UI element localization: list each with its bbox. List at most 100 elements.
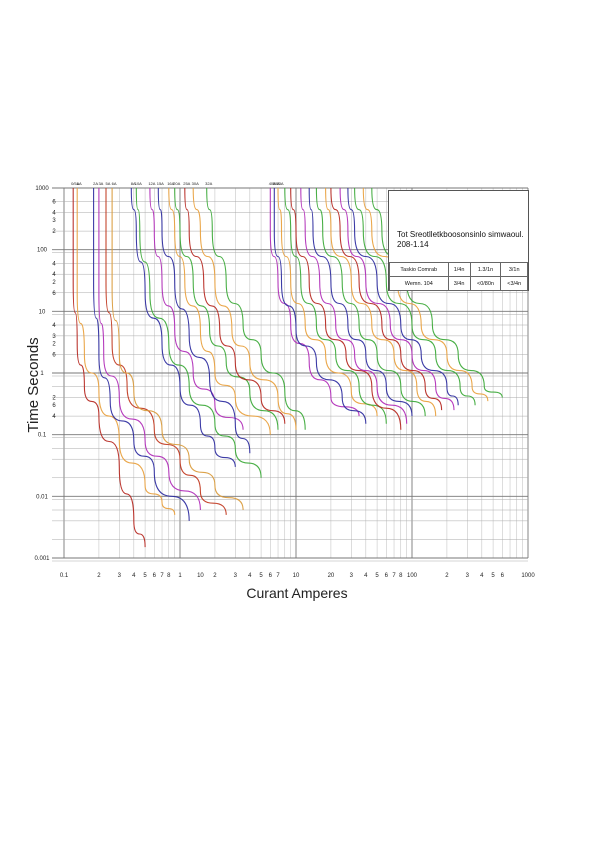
legend-box: Tot Sreotlletkboosonsinlo simwaoul. 208-… bbox=[388, 190, 529, 291]
series-line-6 bbox=[111, 187, 244, 511]
series-line-25 bbox=[330, 187, 443, 411]
x-tick-label: 7 bbox=[160, 573, 164, 579]
top-rating-label: 12A bbox=[148, 181, 155, 186]
top-rating-label: 50A bbox=[273, 181, 280, 186]
series-line-27 bbox=[347, 187, 459, 406]
top-rating-label: 30A bbox=[192, 181, 199, 186]
y-tick-label: 1 bbox=[40, 371, 44, 377]
series-line-9 bbox=[149, 187, 244, 430]
x-tick-label: 5 bbox=[259, 573, 263, 579]
x-tick-label: 5 bbox=[375, 573, 379, 579]
x-tick-label: 7 bbox=[276, 573, 280, 579]
x-tick-label: 20 bbox=[328, 573, 335, 579]
y-minor-tick-label: 6 bbox=[52, 403, 56, 409]
series-line-17 bbox=[273, 188, 367, 424]
legend-cell: Wemn. 104 bbox=[389, 276, 449, 291]
x-tick-label: 8 bbox=[167, 573, 171, 579]
grid-lines bbox=[52, 187, 529, 562]
top-rating-label: 1A bbox=[77, 181, 82, 186]
y-minor-tick-label: 2 bbox=[52, 280, 56, 286]
series-line-30 bbox=[371, 187, 503, 398]
series-line-22 bbox=[308, 187, 413, 417]
series-line-20 bbox=[290, 187, 402, 430]
y-minor-tick-label: 4 bbox=[52, 272, 56, 278]
top-rating-label: 32A bbox=[205, 181, 212, 186]
y-minor-tick-label: 4 bbox=[52, 211, 56, 217]
y-tick-label: 100 bbox=[37, 248, 48, 254]
y-minor-tick-label: 6 bbox=[52, 200, 56, 206]
series-line-14 bbox=[192, 187, 297, 430]
top-rating-label: 0/5A bbox=[71, 181, 80, 186]
top-rating-label: 8A bbox=[131, 181, 136, 186]
series-line-15 bbox=[206, 187, 306, 430]
top-rating-label: 3A bbox=[98, 181, 103, 186]
y-minor-tick-label: 3 bbox=[52, 218, 56, 224]
x-tick-label: 1000 bbox=[521, 573, 535, 579]
x-tick-label: 8 bbox=[399, 573, 403, 579]
top-rating-label: 10A bbox=[135, 181, 142, 186]
x-tick-label: 10 bbox=[293, 573, 300, 579]
x-tick-label: 100 bbox=[407, 573, 418, 579]
top-rating-label: 25A bbox=[183, 181, 190, 186]
y-tick-label: 0.01 bbox=[36, 494, 48, 500]
y-tick-label: 0.1 bbox=[38, 433, 47, 439]
x-tick-label: 0.1 bbox=[60, 573, 69, 579]
legend-cell: <3/4n bbox=[500, 276, 528, 291]
series-line-18 bbox=[277, 187, 378, 417]
x-tick-label: 3 bbox=[118, 573, 122, 579]
legend-cell: 1/4n bbox=[447, 262, 471, 277]
y-tick-label: 10 bbox=[39, 309, 46, 315]
x-tick-label: 6 bbox=[385, 573, 389, 579]
y-tick-label: 0.001 bbox=[34, 556, 50, 562]
x-tick-label: 3 bbox=[350, 573, 354, 579]
top-rating-label: 16A bbox=[167, 181, 174, 186]
y-minor-tick-label: 2 bbox=[52, 342, 56, 348]
series-line-16 bbox=[269, 187, 360, 417]
x-tick-label: 1 bbox=[178, 573, 182, 579]
x-tick-label: 3 bbox=[466, 573, 470, 579]
x-axis-title: Curant Amperes bbox=[246, 585, 347, 601]
x-tick-label: 4 bbox=[480, 573, 484, 579]
top-rating-label: 63A bbox=[276, 181, 283, 186]
series-line-11 bbox=[168, 187, 271, 435]
y-minor-tick-label: 4 bbox=[52, 323, 56, 329]
x-tick-label: 4 bbox=[132, 573, 136, 579]
series-line-29 bbox=[362, 187, 489, 402]
series-line-3 bbox=[93, 188, 190, 521]
legend-title: Tot Sreotlletkboosonsinlo simwaoul. 208-… bbox=[397, 230, 524, 249]
top-rating-label: 20A bbox=[173, 181, 180, 186]
x-tick-label: 4 bbox=[364, 573, 368, 579]
x-tick-label: 2 bbox=[445, 573, 449, 579]
series-line-28 bbox=[354, 187, 476, 406]
y-minor-tick-label: 4 bbox=[52, 414, 56, 420]
series-line-26 bbox=[339, 187, 455, 411]
y-minor-tick-label: 4 bbox=[52, 261, 56, 267]
legend-cell: Taskio Comrab bbox=[389, 262, 449, 277]
series-line-19 bbox=[284, 187, 387, 424]
series-line-1 bbox=[72, 187, 146, 548]
series-line-21 bbox=[300, 187, 408, 424]
series-line-13 bbox=[184, 187, 286, 424]
legend-cell: <0/80n bbox=[469, 276, 502, 291]
top-rating-label: 2A bbox=[93, 181, 98, 186]
legend-table: Taskio Comrab 1/4n 1.3/1n 3/1n Wemn. 104… bbox=[389, 262, 528, 291]
legend-row: Wemn. 104 3/4n <0/80n <3/4n bbox=[389, 276, 528, 291]
x-tick-label: 3 bbox=[234, 573, 238, 579]
top-rating-label: 5A bbox=[106, 181, 111, 186]
top-rating-label: 6A bbox=[112, 181, 117, 186]
legend-cell: 3/1n bbox=[500, 262, 528, 277]
x-tick-label: 5 bbox=[491, 573, 495, 579]
y-minor-tick-label: 6 bbox=[52, 291, 56, 297]
y-minor-tick-label: 2 bbox=[52, 229, 56, 235]
legend-cell: 3/4n bbox=[447, 276, 471, 291]
x-tick-label: 2 bbox=[213, 573, 217, 579]
y-minor-tick-label: 2 bbox=[52, 396, 56, 402]
series-line-24 bbox=[325, 187, 437, 417]
series-line-2 bbox=[76, 188, 176, 515]
y-minor-tick-label: 6 bbox=[52, 352, 56, 358]
y-axis-title: Time Seconds bbox=[25, 337, 42, 432]
y-minor-tick-label: 3 bbox=[52, 334, 56, 340]
top-rating-label: 40A bbox=[269, 181, 276, 186]
